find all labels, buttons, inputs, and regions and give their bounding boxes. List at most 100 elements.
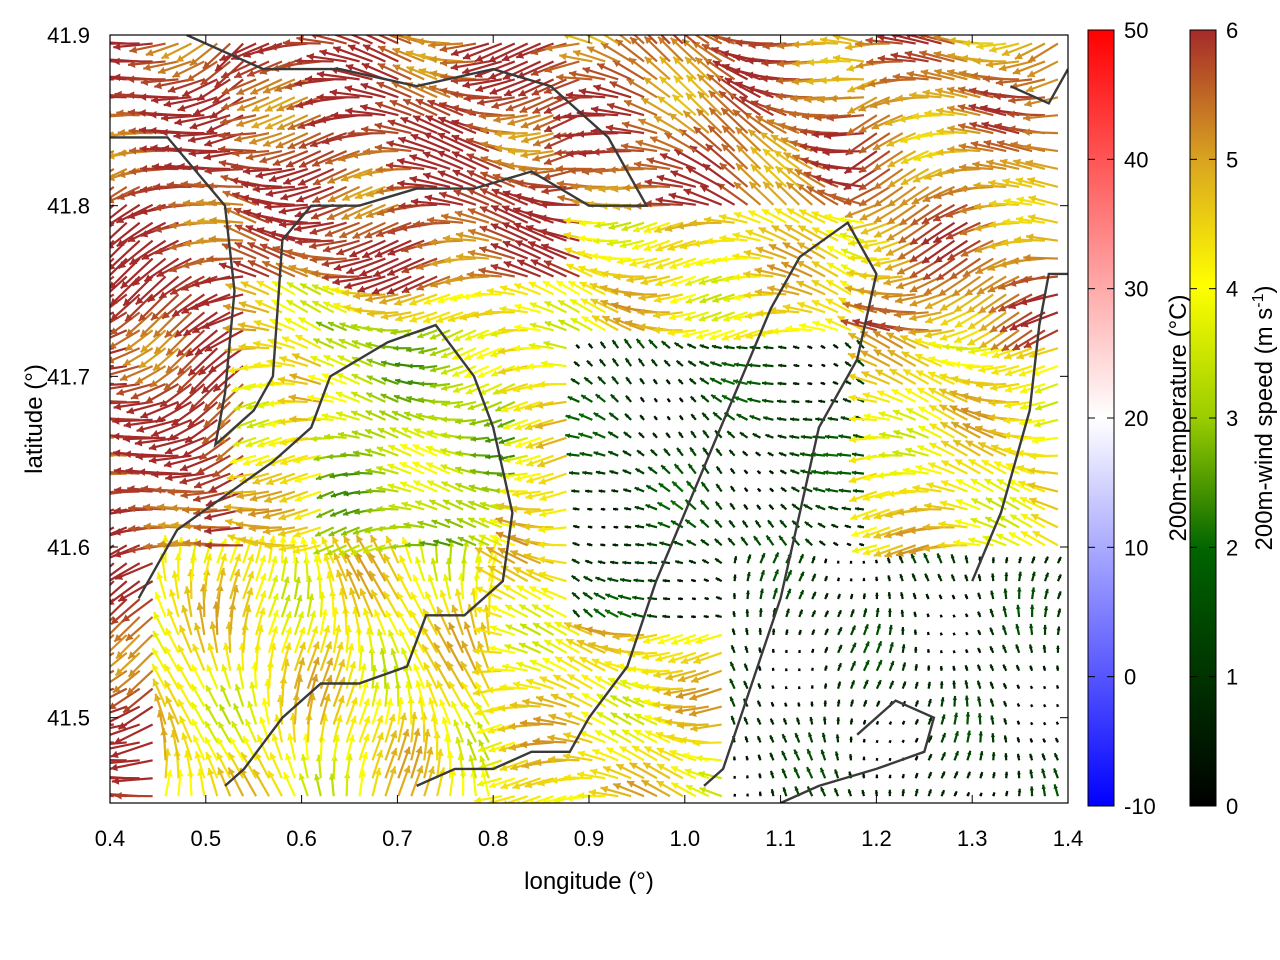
wind-vector xyxy=(1054,737,1059,743)
wind-vector xyxy=(323,553,335,582)
colorbar-tick-label: 10 xyxy=(1124,535,1148,560)
wind-vector xyxy=(797,686,801,690)
wind-vector xyxy=(837,593,841,600)
wind-vector xyxy=(384,730,398,761)
wind-vector xyxy=(964,574,969,582)
wind-vector xyxy=(455,499,477,511)
wind-vector xyxy=(834,751,840,761)
wind-vector xyxy=(588,788,619,798)
wind-vector xyxy=(164,769,173,797)
wind-vector xyxy=(1028,644,1034,654)
wind-vector xyxy=(508,722,541,731)
wind-vector xyxy=(767,519,775,529)
wind-vector xyxy=(926,631,931,636)
wind-vector xyxy=(875,679,882,690)
wind-vector xyxy=(976,680,982,689)
wind-vector xyxy=(634,505,645,511)
wind-vector xyxy=(862,659,870,672)
wind-vector xyxy=(887,575,891,582)
wind-vector xyxy=(983,478,1007,493)
wind-vector xyxy=(785,629,789,636)
wind-vector xyxy=(823,683,828,689)
wind-vector xyxy=(1044,556,1049,564)
wind-vector xyxy=(753,535,762,546)
wind-vector xyxy=(952,650,956,654)
wind-vector xyxy=(249,490,283,502)
wind-vector xyxy=(451,604,465,636)
colorbar-tick-label: 2 xyxy=(1226,535,1238,560)
colorbar-tick-label: 20 xyxy=(1124,406,1148,431)
wind-vector xyxy=(952,632,956,636)
wind-vector xyxy=(991,365,1020,376)
wind-vector xyxy=(793,749,801,761)
wind-vector xyxy=(887,608,892,617)
wind-vector xyxy=(691,597,696,601)
wind-vector xyxy=(757,754,762,761)
wind-vector xyxy=(591,658,619,672)
wind-vector xyxy=(968,458,994,475)
wind-vector xyxy=(909,293,942,307)
wind-vector xyxy=(743,487,749,493)
wind-vector xyxy=(774,181,801,206)
wind-vector xyxy=(110,454,114,457)
wind-vector xyxy=(622,560,632,565)
wind-vector xyxy=(778,535,788,546)
wind-vector xyxy=(148,436,192,451)
wind-vector xyxy=(916,387,943,403)
wind-vector xyxy=(345,643,355,671)
wind-vector xyxy=(110,150,115,155)
wind-vector xyxy=(371,731,384,761)
wind-vector xyxy=(555,280,580,296)
wind-vector xyxy=(579,656,606,672)
wind-vector xyxy=(818,540,826,547)
wind-vector xyxy=(970,517,994,529)
wind-vector xyxy=(699,518,710,529)
wind-vector xyxy=(893,429,916,439)
wind-vector xyxy=(328,526,348,537)
wind-vector xyxy=(604,608,619,618)
wind-vector xyxy=(485,436,503,444)
x-tick-label: 1.4 xyxy=(1053,826,1084,851)
wind-vector xyxy=(231,720,245,743)
wind-vector xyxy=(429,382,451,389)
wind-vector xyxy=(811,609,817,618)
wind-vector xyxy=(462,701,477,726)
wind-vector xyxy=(596,711,619,726)
wind-vector xyxy=(165,695,180,725)
wind-vector xyxy=(1053,784,1059,797)
wind-vector xyxy=(755,246,787,260)
wind-vector xyxy=(977,441,1007,457)
wind-vector xyxy=(832,380,839,386)
wind-vector xyxy=(465,382,490,395)
wind-vector xyxy=(686,539,697,547)
wind-vector xyxy=(768,243,800,260)
colorbar-tick-label: 6 xyxy=(1226,18,1238,43)
wind-vector xyxy=(810,701,814,707)
wind-vector xyxy=(761,381,774,386)
wind-vector xyxy=(733,555,738,564)
wind-vector xyxy=(873,348,904,368)
wind-vector xyxy=(743,716,749,725)
wind-vector xyxy=(964,695,970,707)
wind-vector xyxy=(862,526,891,539)
wind-vector xyxy=(110,759,140,764)
wind-vector xyxy=(785,588,792,600)
wind-vector xyxy=(743,663,749,672)
x-tick-label: 0.5 xyxy=(191,826,222,851)
wind-vector xyxy=(110,418,114,421)
wind-vector xyxy=(547,755,580,764)
wind-vector xyxy=(470,769,478,797)
wind-vector xyxy=(622,712,645,726)
wind-vector xyxy=(862,508,891,521)
wind-vector xyxy=(811,260,839,278)
wind-vector xyxy=(953,770,959,779)
wind-vector xyxy=(860,370,891,386)
wind-vector xyxy=(298,773,309,797)
wind-vector xyxy=(306,656,320,690)
wind-vector xyxy=(293,641,307,672)
wind-vector xyxy=(152,347,180,372)
wind-vector xyxy=(837,626,843,636)
wind-vector xyxy=(913,611,917,618)
wind-vector xyxy=(873,185,904,208)
wind-vector xyxy=(410,765,424,797)
